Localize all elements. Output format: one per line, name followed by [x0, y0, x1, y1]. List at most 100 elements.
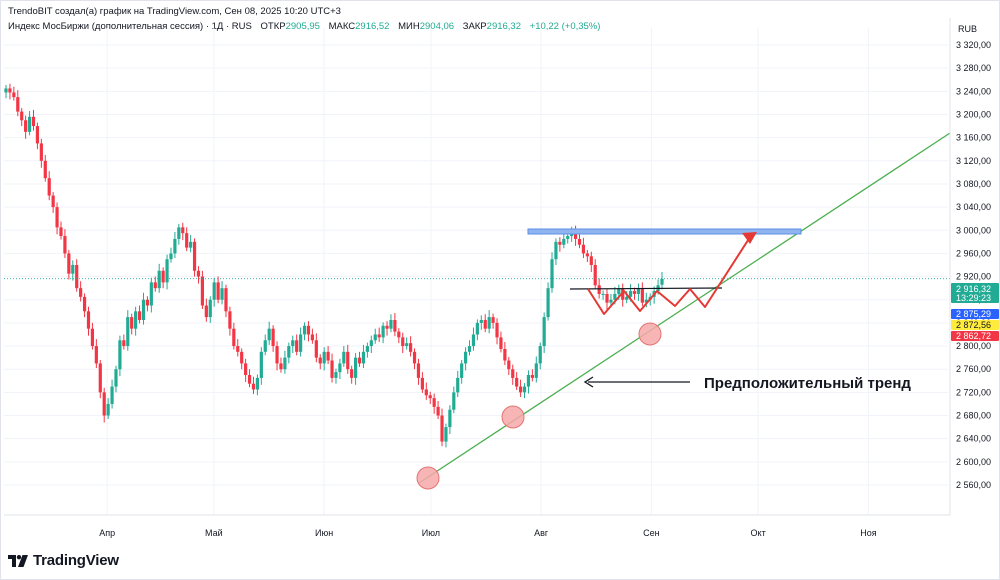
candle-body: [173, 238, 177, 254]
price-tick-label: 2 920,00: [956, 272, 991, 282]
annotation-label: Предположительный тренд: [704, 375, 911, 392]
candle-body: [118, 340, 122, 370]
chart-attribution: TrendoBIT создал(а) график на TradingVie…: [8, 6, 341, 17]
price-tick-label: 2 560,00: [956, 480, 991, 490]
candle-body: [236, 346, 240, 352]
candle-body: [228, 311, 232, 329]
candle-body: [82, 296, 87, 312]
candle-body: [291, 340, 295, 347]
candle-body: [43, 160, 47, 179]
candle-body: [102, 392, 106, 416]
change-value: +10,22 (+0,35%): [529, 21, 601, 32]
candle-body: [24, 120, 28, 132]
candle-body: [114, 369, 118, 387]
candle-body: [330, 360, 334, 378]
candle-body: [20, 111, 24, 121]
low-value: 2904,06: [419, 21, 455, 32]
candle-body: [405, 343, 409, 347]
candle-body: [589, 256, 593, 265]
candle-body: [644, 299, 648, 303]
candle-body: [338, 363, 342, 373]
candle-body: [271, 328, 275, 347]
candle-body: [534, 363, 538, 378]
candle-body: [94, 346, 98, 364]
annotation-arrowhead: [583, 376, 594, 388]
resistance-zone: [527, 228, 802, 235]
candle-body: [299, 334, 303, 352]
candle-body: [318, 357, 322, 364]
candle-body: [157, 270, 161, 289]
time-tick-label: Ноя: [860, 528, 877, 538]
candle-body: [279, 363, 283, 370]
last-price-tag: 2 916,32: [956, 284, 991, 294]
candle-body: [408, 343, 413, 352]
close-value: 2916,32: [486, 21, 521, 32]
candle-body: [381, 325, 385, 338]
candle-body: [389, 320, 393, 329]
time-tick-label: Авг: [534, 528, 549, 538]
candle-body: [361, 351, 366, 364]
candle-body: [177, 227, 181, 239]
time-tick-label: Окт: [751, 528, 766, 538]
candle-body: [71, 265, 75, 274]
candle-body: [161, 270, 165, 283]
price-tick-label: 3 040,00: [956, 202, 991, 212]
candle-body: [401, 337, 405, 347]
price-axis: RUB 3 320,00 3 280,00 3 240,00 3 200,00 3 160…: [949, 18, 999, 515]
currency-label: RUB: [958, 24, 977, 34]
candle-body: [499, 337, 503, 349]
candle-body: [302, 325, 307, 335]
candle-body: [558, 241, 562, 245]
candle-body: [137, 311, 142, 320]
candle-body: [452, 392, 456, 410]
candle-body: [573, 230, 578, 239]
instrument-name[interactable]: Индекс МосБиржи (дополнительная сессия) …: [8, 21, 252, 32]
candle-body: [59, 227, 63, 237]
candle-body: [377, 334, 381, 338]
candle-body: [196, 270, 201, 277]
price-tick-label: 2 800,00: [956, 341, 991, 351]
touch-point-circle: [638, 322, 662, 346]
candle-body: [585, 253, 589, 257]
candle-body: [31, 116, 36, 127]
high-label: МАКС: [328, 21, 356, 32]
candle-body: [295, 340, 299, 352]
candle-body: [267, 328, 271, 341]
candle-body: [601, 293, 605, 295]
candle-body: [240, 351, 244, 364]
candle-body: [369, 340, 373, 347]
projection-arrowhead: [742, 232, 757, 244]
tradingview-logo[interactable]: TradingView: [8, 552, 119, 569]
candle-body: [526, 375, 531, 387]
candle-body: [463, 351, 468, 364]
candle-body: [397, 331, 401, 338]
candle-body: [287, 346, 291, 358]
candle-body: [224, 288, 228, 312]
candle-body: [471, 334, 476, 347]
tradingview-brand: TradingView: [33, 552, 119, 569]
candle-body: [393, 320, 397, 332]
candle-body: [283, 357, 287, 370]
candle-body: [416, 363, 421, 378]
price-tick-label: 3 200,00: [956, 109, 991, 119]
time-tick-label: Июл: [422, 528, 440, 538]
candle-body: [106, 403, 110, 416]
candle-body: [522, 386, 527, 393]
price-tick-label: 3 320,00: [956, 40, 991, 50]
price-tick-label: 3 000,00: [956, 225, 991, 235]
price-tick-label: 2 760,00: [956, 364, 991, 374]
candle-body: [79, 288, 83, 297]
bar-countdown: 13:29:23: [956, 293, 991, 303]
candle-body: [479, 320, 483, 323]
candle-body: [263, 340, 267, 352]
price-tick-label: 3 080,00: [956, 179, 991, 189]
candle-body: [322, 351, 326, 364]
candle-body: [365, 346, 369, 352]
candle-body: [440, 415, 444, 442]
candle-body: [342, 351, 346, 364]
projection-path: [587, 233, 753, 315]
price-tick-label: 3 280,00: [956, 63, 991, 73]
candle-body: [220, 288, 224, 300]
candle-body: [251, 383, 256, 390]
